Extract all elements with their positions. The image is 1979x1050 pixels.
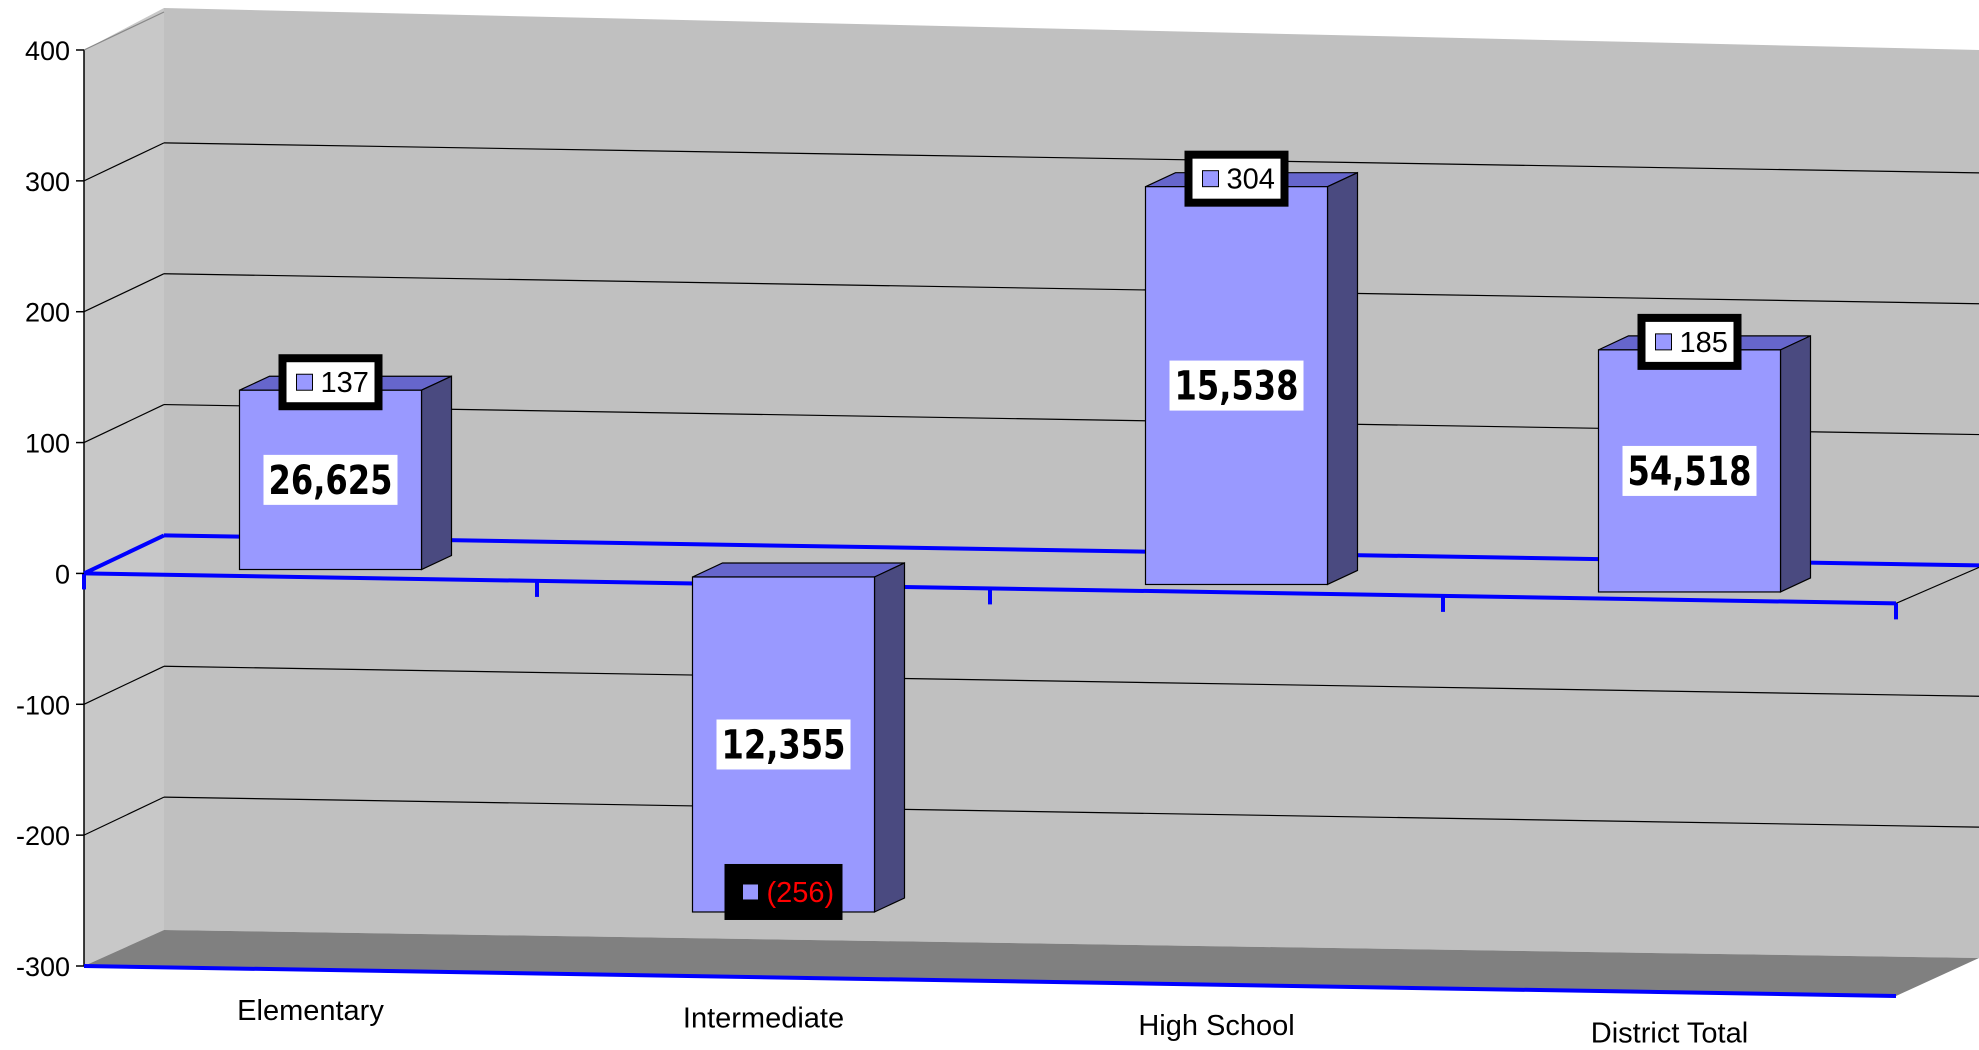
bar-top-face bbox=[692, 562, 905, 578]
category-axis-labels: Elementary Intermediate High School Distric… bbox=[237, 995, 1748, 1049]
inner-label: 54,518 bbox=[1628, 449, 1752, 495]
inner-label-box bbox=[1622, 445, 1757, 496]
category-label: High School bbox=[1138, 1010, 1294, 1042]
value-label: 185 bbox=[1680, 327, 1728, 359]
tick-label: -300 bbox=[16, 952, 70, 982]
chart-side-wall bbox=[84, 8, 164, 966]
baseline-diagonal bbox=[83, 533, 165, 576]
bar-side-face bbox=[873, 562, 906, 913]
bar-district-total: 54,518 185 bbox=[1597, 313, 1812, 593]
gridline bbox=[163, 665, 1979, 697]
value-axis-ticks: 400 300 200 100 0 -100 -200 -300 bbox=[16, 36, 84, 982]
bar-high-school: 15,538 304 bbox=[1144, 150, 1359, 586]
inner-label: 15,538 bbox=[1175, 364, 1299, 410]
inner-label: 12,355 bbox=[722, 722, 846, 768]
value-label: 304 bbox=[1227, 164, 1275, 196]
value-label: 137 bbox=[321, 367, 369, 399]
bar-side-face bbox=[1779, 334, 1812, 593]
gridline bbox=[163, 142, 1979, 174]
bar-intermediate: 12,355 (256) bbox=[691, 562, 906, 920]
tick-label: 200 bbox=[25, 298, 70, 328]
bar-side-face bbox=[420, 375, 453, 571]
legend-key-square bbox=[1655, 333, 1672, 351]
legend-key-square bbox=[742, 883, 759, 901]
gridlines bbox=[83, 11, 1979, 836]
category-label: District Total bbox=[1591, 1018, 1748, 1050]
bar-elementary: 26,625 137 bbox=[238, 354, 453, 571]
floor-front-edge bbox=[83, 964, 1897, 998]
gridline-diagonal bbox=[83, 796, 165, 836]
tick-label: 300 bbox=[25, 167, 70, 197]
tick-label: 100 bbox=[25, 429, 70, 459]
category-label: Elementary bbox=[237, 995, 384, 1027]
gridline bbox=[163, 273, 1979, 305]
inner-label-box bbox=[1169, 360, 1304, 411]
baseline-end-diagonal bbox=[1895, 566, 1979, 604]
value-label: (256) bbox=[767, 877, 835, 909]
inner-label-box bbox=[716, 719, 851, 770]
gridline-diagonal bbox=[83, 404, 165, 444]
gridline-top-diagonal bbox=[83, 11, 165, 51]
chart-floor bbox=[84, 930, 1979, 996]
gridline-diagonal bbox=[83, 665, 165, 705]
category-label: Intermediate bbox=[683, 1003, 844, 1035]
tick-label: -100 bbox=[16, 690, 70, 720]
tick-label: -200 bbox=[16, 821, 70, 851]
gridline bbox=[163, 796, 1979, 828]
chart-back-wall bbox=[164, 8, 1979, 958]
legend-key-square bbox=[1202, 170, 1219, 188]
tick-label: 0 bbox=[55, 559, 70, 589]
inner-label-box bbox=[263, 454, 398, 505]
gridline-diagonal bbox=[83, 142, 165, 182]
bars: 26,625 137 12,355 (256) 15,538 304 54,518 185 bbox=[238, 150, 1812, 920]
gridline-diagonal bbox=[83, 273, 165, 313]
bar-side-face bbox=[1326, 171, 1359, 586]
legend-key-square bbox=[296, 373, 313, 391]
tick-label: 400 bbox=[25, 36, 70, 66]
inner-label: 26,625 bbox=[269, 458, 393, 504]
